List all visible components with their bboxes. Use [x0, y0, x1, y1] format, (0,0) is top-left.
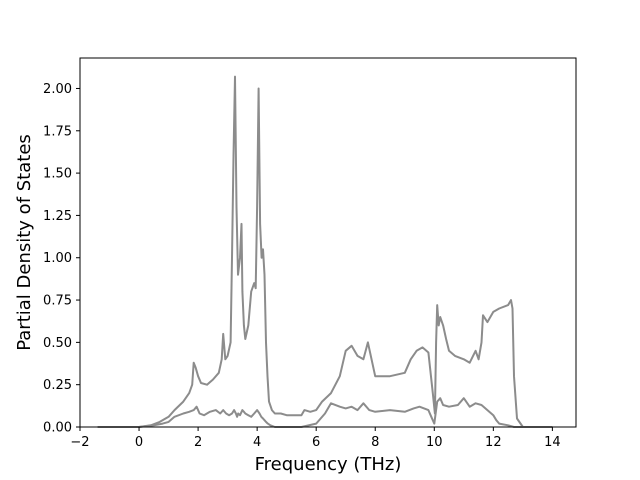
y-tick-label: 2.00 — [43, 82, 72, 97]
y-tick-label: 0.75 — [43, 294, 72, 309]
x-tick-label: 12 — [485, 435, 502, 450]
y-tick-label: 1.50 — [43, 167, 72, 182]
x-tick-label: 14 — [544, 435, 561, 450]
y-tick-label: 0.50 — [43, 336, 72, 351]
series-line-0 — [97, 397, 553, 428]
y-axis-ticks: 0.00 0.25 0.50 0.75 1.00 1.25 1.50 1.75 2.00 — [43, 82, 80, 436]
y-tick-label: 1.25 — [43, 209, 72, 224]
x-tick-label: 6 — [312, 435, 320, 450]
x-tick-label: 4 — [253, 435, 261, 450]
x-tick-label: 2 — [194, 435, 202, 450]
y-tick-label: 0.25 — [43, 378, 72, 393]
series-line-1 — [97, 75, 553, 428]
y-tick-label: 1.00 — [43, 251, 72, 266]
x-tick-label: −2 — [70, 435, 89, 450]
data-lines — [97, 75, 553, 428]
y-tick-label: 1.75 — [43, 124, 72, 139]
plot-frame — [79, 57, 577, 428]
x-axis-label: Frequency (THz) — [255, 454, 402, 475]
x-tick-label: 0 — [135, 435, 143, 450]
y-tick-label: 0.00 — [43, 421, 72, 436]
x-tick-label: 8 — [371, 435, 379, 450]
y-axis-label: Partial Density of States — [14, 134, 35, 351]
x-tick-label: 10 — [426, 435, 443, 450]
x-axis-ticks: −2 0 2 4 6 8 10 12 14 — [70, 427, 561, 450]
